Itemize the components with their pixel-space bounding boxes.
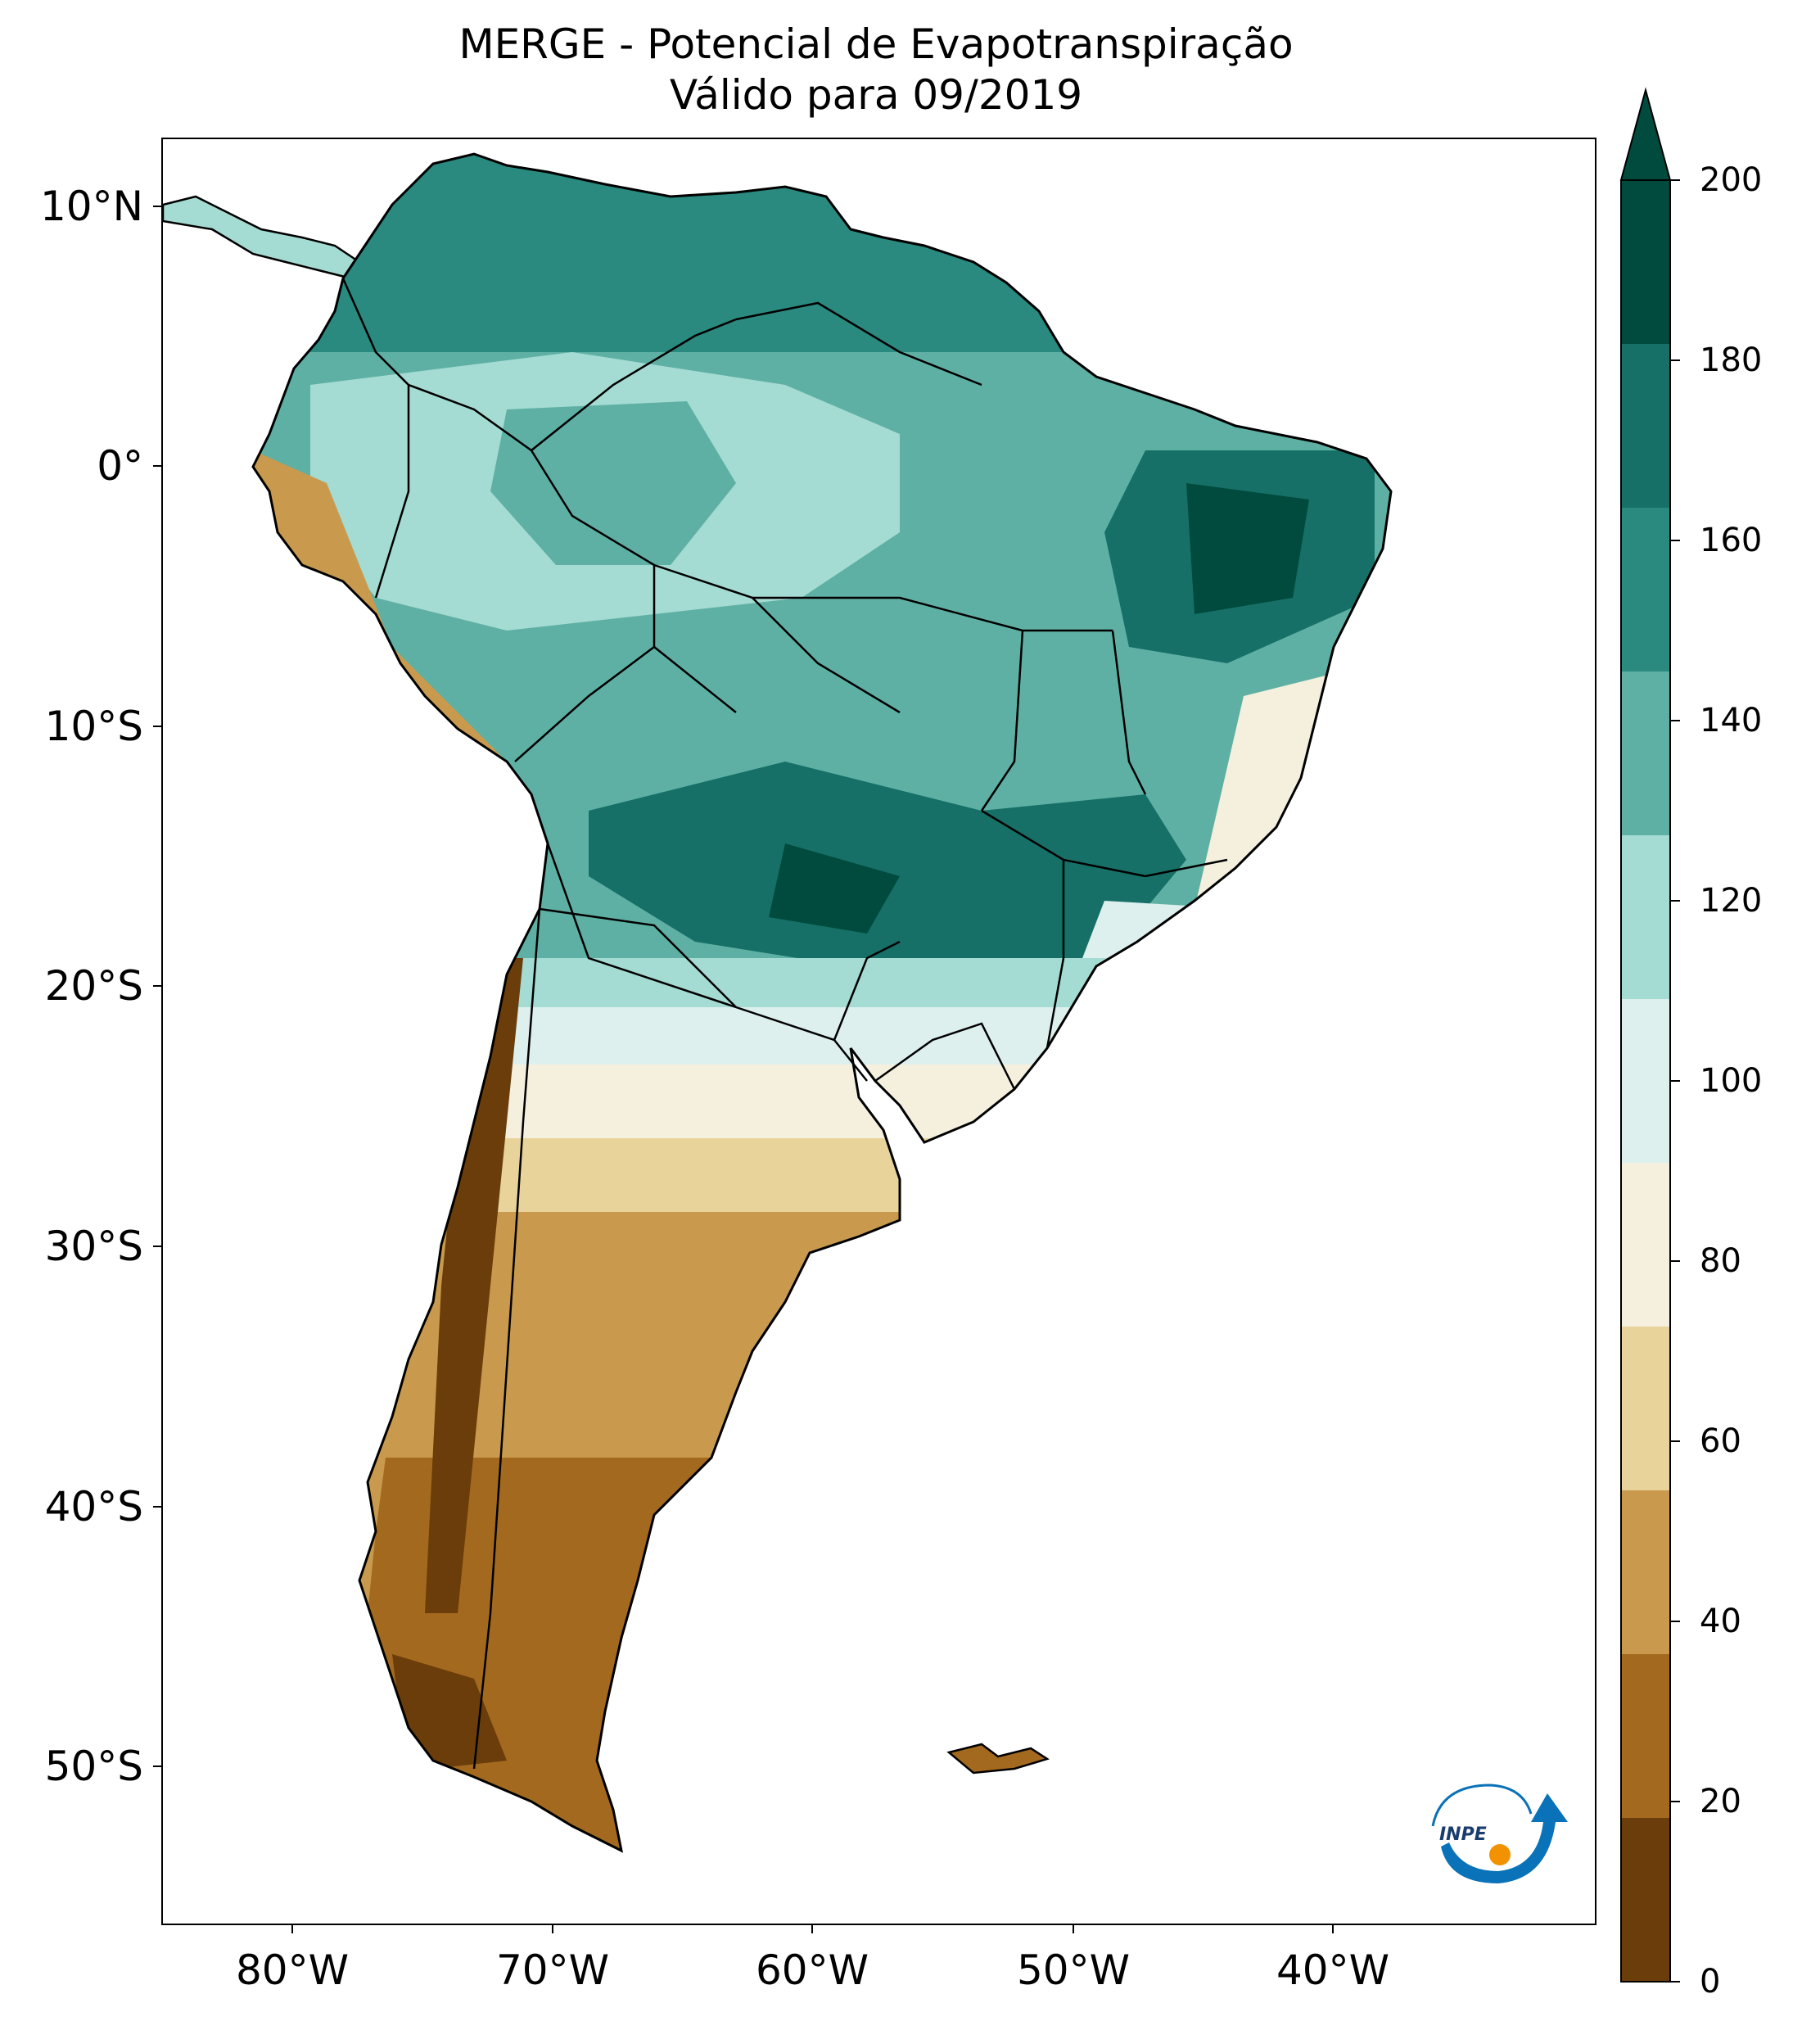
lat-tick-mark (153, 465, 161, 467)
lat-tick-mark (153, 1506, 161, 1508)
evapotranspiration-field (253, 154, 1391, 1851)
colorbar (1619, 87, 1672, 1983)
colorbar-band (1621, 1654, 1670, 1818)
lon-tick-mark (552, 1925, 553, 1933)
colorbar-tick-label: 0 (1700, 1963, 1721, 2001)
colorbar-tick-label: 200 (1700, 161, 1763, 199)
colorbar-band (1621, 180, 1670, 344)
lat-label-10s: 10°S (44, 703, 143, 750)
central-america-land (163, 195, 361, 280)
map-title-line1: MERGE - Potencial de Evapotranspiração (458, 20, 1294, 68)
colorbar-tick-label: 20 (1700, 1783, 1741, 1820)
colorbar-band (1621, 835, 1670, 999)
colorbar-tick-mark (1670, 720, 1680, 721)
lon-label-70w: 70°W (495, 1946, 610, 1994)
colorbar-tick-label: 100 (1700, 1062, 1763, 1100)
colorbar-band (1621, 999, 1670, 1163)
lat-label-0: 0° (97, 442, 143, 490)
colorbar-band (1621, 1818, 1670, 1982)
colorbar-tick-mark (1670, 179, 1680, 181)
lon-tick-mark (811, 1925, 813, 1933)
colorbar-tick-label: 80 (1700, 1242, 1741, 1280)
inpe-logo: INPE (1431, 1784, 1568, 1883)
inpe-swoosh-icon (1441, 1793, 1568, 1883)
lon-tick-mark (1332, 1925, 1334, 1933)
lat-tick-mark (153, 206, 161, 207)
lat-label-20s: 20°S (44, 962, 143, 1010)
colorbar-tick-mark (1670, 1801, 1680, 1802)
inpe-logo-text: INPE (1439, 1824, 1487, 1845)
falkland-islands (946, 1743, 1050, 1775)
colorbar-tick-mark (1670, 1080, 1680, 1082)
lat-tick-mark (153, 1246, 161, 1247)
lon-label-60w: 60°W (755, 1946, 869, 1994)
inpe-sun-icon (1489, 1844, 1511, 1865)
lon-label-50w: 50°W (1016, 1946, 1131, 1994)
colorbar-band (1621, 1327, 1670, 1490)
colorbar-tick-label: 120 (1700, 882, 1763, 920)
lat-tick-mark (153, 726, 161, 727)
colorbar-extend-arrow (1619, 87, 1672, 181)
colorbar-tick-mark (1670, 900, 1680, 902)
colorbar-tick-label: 180 (1700, 341, 1763, 379)
lat-label-40s: 40°S (44, 1483, 143, 1530)
lat-tick-mark (153, 1766, 161, 1767)
lon-label-80w: 80°W (235, 1946, 350, 1994)
lon-tick-mark (291, 1925, 293, 1933)
colorbar-tick-mark (1670, 1260, 1680, 1262)
colorbar-tick-mark (1670, 1981, 1680, 1983)
colorbar-tick-label: 160 (1700, 522, 1763, 559)
lat-label-50s: 50°S (44, 1743, 143, 1790)
map-panel (161, 138, 1596, 1925)
map-title-line2: Válido para 09/2019 (669, 71, 1083, 119)
colorbar-tick-mark (1670, 359, 1680, 361)
colorbar-band (1621, 508, 1670, 671)
colorbar-tick-label: 40 (1700, 1603, 1741, 1640)
colorbar-tick-mark (1670, 1440, 1680, 1442)
colorbar-tick-mark (1670, 1621, 1680, 1622)
colorbar-tick-label: 140 (1700, 702, 1763, 739)
colorbar-tick-mark (1670, 540, 1680, 541)
lat-label-30s: 30°S (44, 1223, 143, 1270)
colorbar-band (1621, 344, 1670, 508)
lon-tick-mark (1073, 1925, 1074, 1933)
lat-label-10n: 10°N (39, 183, 143, 230)
colorbar-band (1621, 1163, 1670, 1327)
colorbar-band (1621, 671, 1670, 835)
south-america-map (163, 152, 1393, 1852)
colorbar-band (1621, 1490, 1670, 1654)
country-borders (341, 278, 1228, 1770)
lat-tick-mark (153, 985, 161, 987)
colorbar-tick-label: 60 (1700, 1422, 1741, 1460)
lon-label-40w: 40°W (1276, 1946, 1390, 1994)
